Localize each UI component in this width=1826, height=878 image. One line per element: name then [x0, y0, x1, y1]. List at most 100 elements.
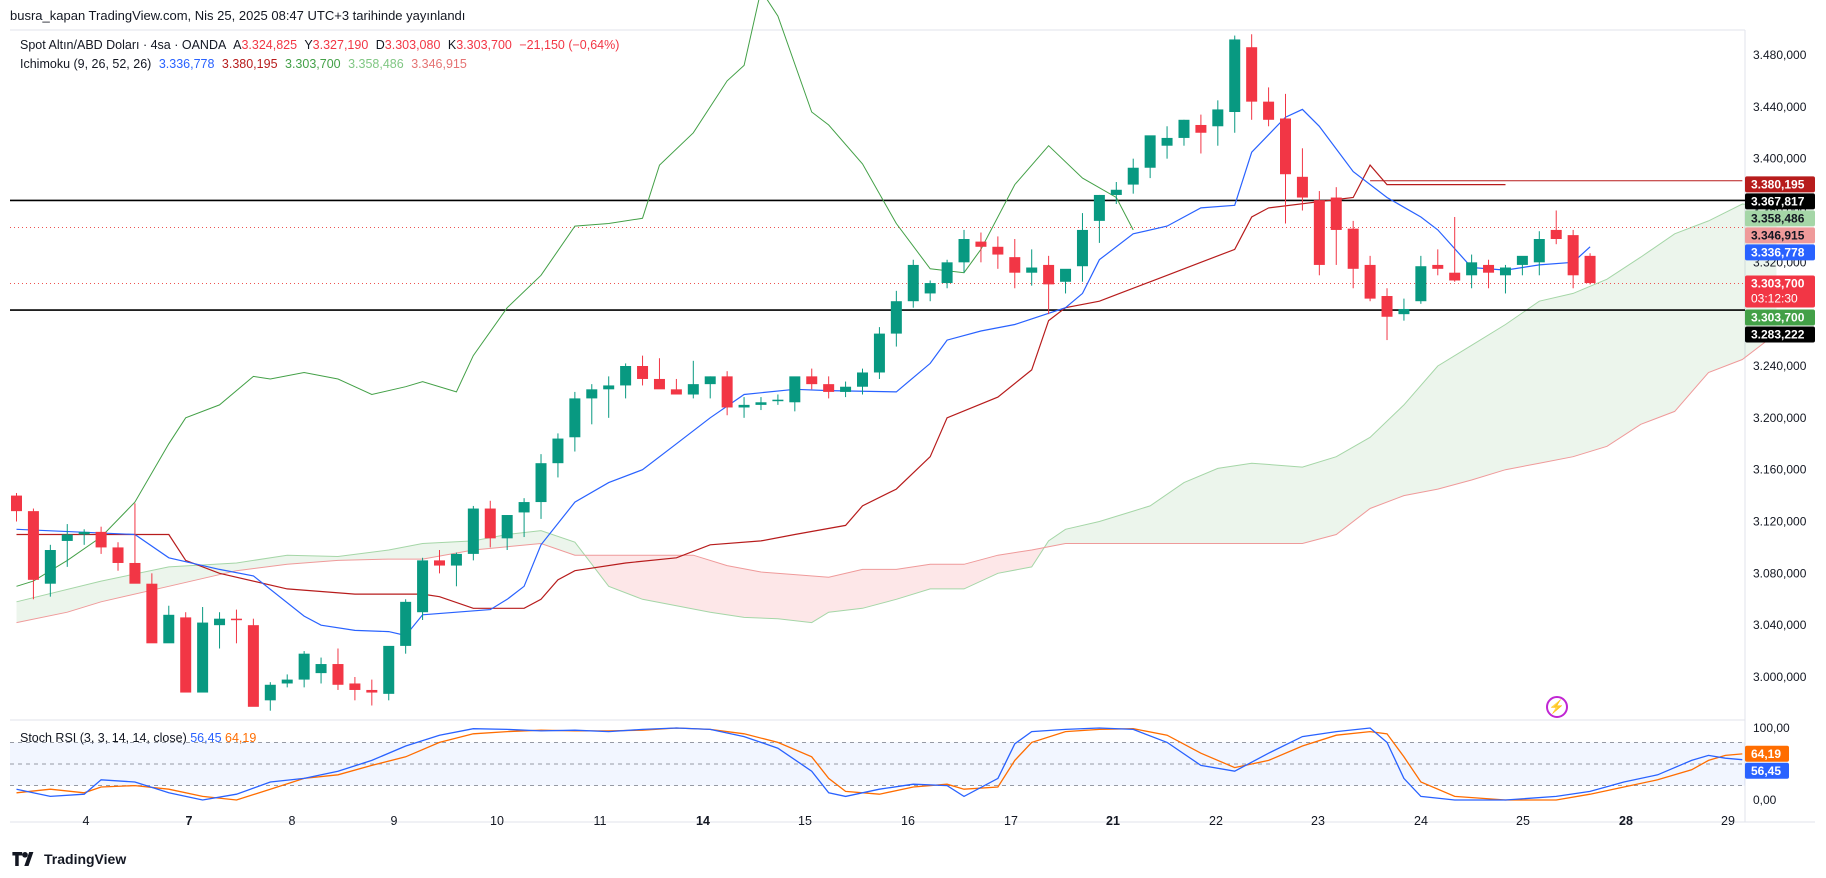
- ichimoku-name[interactable]: Ichimoku (9, 26, 52, 26): [20, 57, 152, 71]
- price-label-box: [1745, 326, 1815, 343]
- candle-down: [1347, 228, 1359, 269]
- price-tick-label: 3.160,000: [1753, 463, 1807, 477]
- candle-down: [247, 625, 259, 707]
- price-label-box: [1745, 210, 1815, 227]
- candle-up: [44, 550, 56, 584]
- candle-down: [1313, 200, 1325, 265]
- rsi-tick-label: 100,00: [1753, 721, 1790, 735]
- candle-up: [586, 389, 598, 399]
- price-label-box: [1745, 227, 1815, 244]
- candle-up: [1229, 39, 1241, 113]
- candle-up: [873, 333, 885, 373]
- open-label: A: [233, 38, 242, 52]
- candle-up: [1466, 262, 1478, 276]
- candle-down: [1567, 235, 1579, 276]
- date-tick-label: 10: [490, 814, 504, 828]
- date-tick-label: 8: [289, 814, 296, 828]
- candle-up: [907, 264, 919, 302]
- date-tick-label: 4: [83, 814, 90, 828]
- candle-up: [298, 653, 310, 680]
- candle-up: [1144, 135, 1156, 168]
- candle-down: [112, 547, 124, 563]
- candle-up: [467, 508, 479, 554]
- candle-down: [484, 508, 496, 539]
- date-tick-label: 29: [1721, 814, 1735, 828]
- candle-up: [1212, 109, 1224, 127]
- date-tick-label: 28: [1619, 814, 1633, 828]
- candle-up: [264, 684, 276, 701]
- price-label-text: 3.303,700: [1751, 310, 1805, 324]
- price-label-text: 3.367,817: [1751, 194, 1805, 208]
- price-tick-label: 3.120,000: [1753, 515, 1807, 529]
- date-tick-label: 15: [798, 814, 812, 828]
- countdown-label-text: 03:12:30: [1751, 291, 1798, 305]
- candle-up: [924, 283, 936, 294]
- candle-up: [1499, 267, 1511, 276]
- ichimoku-kijun-value: 3.380,195: [221, 57, 278, 71]
- candle-down: [1584, 255, 1596, 284]
- price-tick-label: 3.440,000: [1753, 100, 1807, 114]
- rsi-tick-label: 0,00: [1753, 793, 1777, 807]
- candle-down: [1246, 47, 1258, 102]
- price-label-text: 3.283,222: [1751, 327, 1805, 341]
- candle-up: [603, 385, 615, 390]
- price-tick-label: 3.200,000: [1753, 411, 1807, 425]
- date-tick-label: 16: [901, 814, 915, 828]
- candle-down: [1009, 257, 1021, 273]
- candle-up: [890, 301, 902, 334]
- candle-down: [806, 376, 818, 385]
- price-label-text: 3.358,486: [1751, 211, 1805, 225]
- candle-down: [1043, 264, 1055, 285]
- date-tick-label: 11: [594, 814, 607, 828]
- candle-down: [653, 378, 665, 390]
- date-tick-label: 25: [1516, 814, 1530, 828]
- candle-down: [27, 511, 39, 580]
- price-label-text: 3.380,195: [1751, 177, 1805, 191]
- open-value: 3.324,825: [241, 38, 298, 52]
- ichimoku-chikou-line: [16, 0, 1134, 587]
- candle-down: [1449, 272, 1461, 281]
- stoch-rsi-d-value: 64,19: [225, 731, 257, 745]
- tradingview-brand[interactable]: TradingView: [12, 851, 126, 867]
- ichimoku-spana-value: 3.358,486: [348, 57, 404, 71]
- stoch-rsi-k-line: [16, 727, 1743, 801]
- price-label-box: [1745, 193, 1815, 210]
- candle-down: [180, 617, 192, 693]
- candle-up: [417, 560, 429, 613]
- candle-down: [1364, 264, 1376, 299]
- symbol-name[interactable]: Spot Altın/ABD Doları · 4sa · OANDA: [20, 38, 227, 52]
- candle-down: [992, 246, 1004, 255]
- candle-up: [1178, 119, 1190, 138]
- lightning-icon[interactable]: ⚡: [1546, 696, 1568, 718]
- candle-down: [366, 689, 378, 693]
- candle-down: [1432, 264, 1444, 269]
- candle-down: [1550, 229, 1562, 240]
- stoch-rsi-name[interactable]: Stoch RSI (3, 3, 14, 14, close): [20, 731, 187, 745]
- low-value: 3.303,080: [384, 38, 441, 52]
- candle-up: [857, 372, 868, 387]
- candle-up: [552, 438, 564, 464]
- date-tick-label: 14: [696, 814, 710, 828]
- candle-up: [315, 664, 327, 674]
- candle-down: [1330, 197, 1342, 230]
- candle-up: [535, 463, 547, 503]
- candle-down: [1263, 101, 1275, 120]
- candle-up: [197, 622, 209, 693]
- stoch-rsi-legend: Stoch RSI (3, 3, 14, 14, close) 56,45 64…: [20, 731, 256, 745]
- price-tick-label: 3.080,000: [1753, 566, 1807, 580]
- tradingview-logo-icon: [12, 852, 34, 866]
- rsi-label-box: [1745, 745, 1789, 762]
- price-tick-label: 3.040,000: [1753, 618, 1807, 632]
- candles-group: [11, 34, 1596, 711]
- candle-up: [163, 614, 175, 644]
- ichimoku-legend: Ichimoku (9, 26, 52, 26) 3.336,778 3.380…: [20, 57, 471, 71]
- candle-down: [670, 389, 682, 395]
- change-value: −21,150 (−0,64%): [519, 38, 620, 52]
- candle-down: [230, 618, 242, 621]
- candle-up: [1516, 255, 1528, 265]
- candle-up: [1533, 239, 1545, 263]
- candle-up: [1161, 137, 1173, 146]
- candle-down: [349, 683, 361, 690]
- date-tick-label: 7: [186, 814, 193, 828]
